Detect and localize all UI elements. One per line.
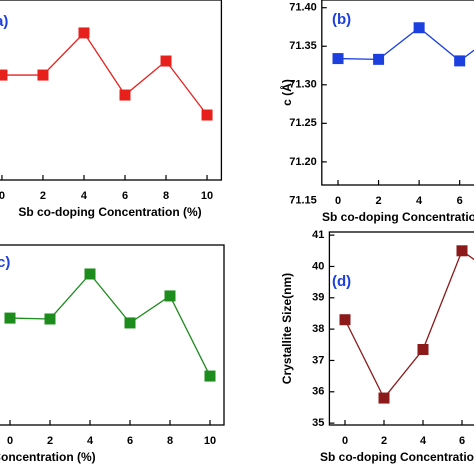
marker <box>204 370 216 382</box>
plot-frame <box>0 244 225 426</box>
x-tick-label: 2 <box>376 195 382 207</box>
marker <box>201 109 213 121</box>
x-tick-label: 2 <box>381 435 387 447</box>
marker <box>0 69 8 81</box>
marker <box>84 268 96 280</box>
series-line <box>338 26 474 62</box>
x-axis-title: Sb co-doping Concentration (%) <box>322 210 474 224</box>
marker <box>119 89 131 101</box>
x-tick-label: 4 <box>87 435 94 447</box>
y-tick-label: 39 <box>312 292 324 304</box>
y-tick-label: 36 <box>312 386 324 398</box>
marker <box>373 53 385 65</box>
plot-frame <box>321 0 474 186</box>
marker <box>454 55 466 67</box>
x-tick-label: 8 <box>167 435 173 447</box>
panel-label: (a) <box>0 13 8 30</box>
x-axis-title: Sb co-doping Concentration (%) <box>0 450 96 464</box>
y-tick-label: 40 <box>312 260 324 272</box>
y-axis-title: c (Å) <box>279 79 294 106</box>
panel: 0 2 4 6 8 10 Sb co-doping Concentration (%) (c) <box>0 244 225 464</box>
marker <box>4 312 16 324</box>
x-tick-label: 0 <box>7 435 13 447</box>
plot-frame <box>328 231 474 426</box>
x-tick-label: 4 <box>81 190 88 202</box>
y-tick-label: 71.30 <box>289 79 317 91</box>
x-tick-label: 10 <box>201 190 213 202</box>
marker <box>44 313 56 325</box>
y-tick-label: 71.15 <box>289 194 317 206</box>
marker <box>417 343 429 355</box>
x-tick-label: 10 <box>204 435 216 447</box>
marker <box>332 53 344 65</box>
marker <box>160 55 172 67</box>
y-tick-label: 71.40 <box>289 2 317 14</box>
x-axis-title: Sb co-doping Concentration (%) <box>18 205 201 219</box>
x-tick-label: 6 <box>127 435 133 447</box>
panel: 0 2 4 6 35 36 37 38 39 40 41 Sb co-doping Concentra… <box>280 229 474 464</box>
marker <box>339 314 351 326</box>
y-axis-title: Crystallite Size(nm) <box>280 273 294 384</box>
x-tick-label: 6 <box>459 435 465 447</box>
marker <box>413 22 425 34</box>
marker <box>456 245 468 257</box>
panel-label: (c) <box>0 254 10 271</box>
series-line <box>344 249 474 400</box>
x-tick-label: 0 <box>342 435 348 447</box>
x-tick-label: 8 <box>163 190 169 202</box>
marker <box>164 290 176 302</box>
x-tick-label: 0 <box>0 190 5 202</box>
x-tick-label: 0 <box>335 195 341 207</box>
marker <box>378 392 390 404</box>
plot-frame <box>0 0 223 181</box>
y-tick-label: 71.20 <box>289 156 317 168</box>
y-tick-label: 37 <box>312 354 324 366</box>
panel-label: (b) <box>332 11 351 28</box>
x-tick-label: 6 <box>122 190 128 202</box>
x-tick-label: 2 <box>47 435 53 447</box>
y-tick-label: 71.35 <box>289 40 317 52</box>
x-axis-title: Sb co-doping Concentration (%) <box>320 450 474 464</box>
panel: 0 2 4 6 71.15 71.20 71.25 71.30 71.35 71.40 Sb co-… <box>279 0 474 224</box>
y-tick-label: 41 <box>312 229 324 241</box>
series-line <box>9 272 211 377</box>
x-tick-label: 4 <box>420 435 427 447</box>
x-tick-label: 6 <box>457 195 463 207</box>
x-tick-label: 2 <box>40 190 46 202</box>
x-tick-label: 4 <box>416 195 423 207</box>
series-line <box>1 31 208 116</box>
panel-label: (d) <box>332 273 351 290</box>
y-tick-label: 38 <box>312 323 324 335</box>
marker <box>124 317 136 329</box>
y-tick-label: 35 <box>312 417 324 429</box>
marker <box>78 27 90 39</box>
marker <box>37 69 49 81</box>
y-tick-label: 71.25 <box>289 117 317 129</box>
